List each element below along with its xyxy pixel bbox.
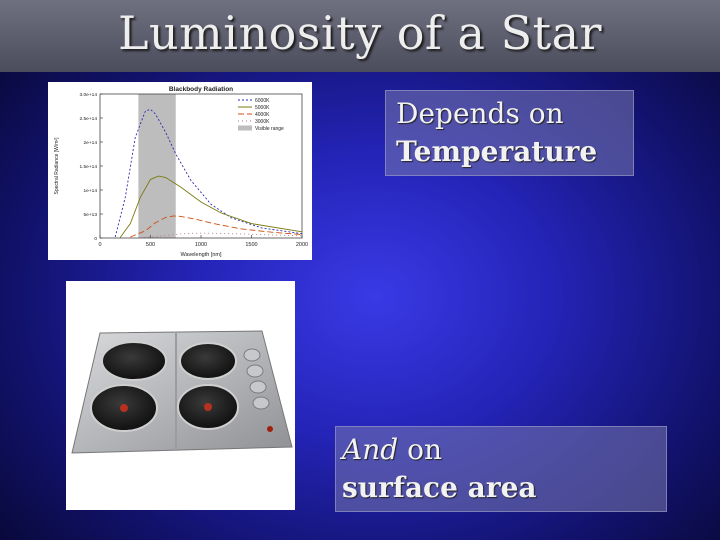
temperature-text-box: Depends on Temperature: [385, 90, 634, 176]
y-tick-label-1: 5e+13: [84, 212, 98, 218]
legend-label-visible-range: Visible range: [255, 126, 284, 132]
legend-swatch-visible-range: [238, 125, 252, 131]
knob-4: [252, 396, 270, 410]
y-tick-label-3: 1.5e+14: [80, 164, 98, 170]
temperature-text: Temperature: [396, 135, 598, 168]
indicator-light: [267, 426, 273, 432]
x-axis-label: Wavelength [nm]: [180, 252, 222, 258]
and-word: And: [342, 433, 399, 466]
knob-column: [243, 348, 270, 410]
y-tick-label-5: 2.5e+14: [80, 116, 98, 122]
x-tick-label-3: 1500: [245, 242, 257, 248]
y-tick-label-0: 0: [94, 236, 97, 242]
legend-label-3000K: 3000K: [255, 119, 270, 125]
legend-label-5000K: 5000K: [255, 105, 270, 111]
blackbody-chart: Blackbody Radiation 0 500 1000 1500 2000 0 5e+1…: [48, 82, 312, 260]
series-line-4000K: [130, 215, 303, 238]
x-tick-label-2: 1000: [195, 242, 207, 248]
depends-on-text: Depends on: [396, 97, 564, 130]
burner-back-left: [101, 341, 167, 381]
y-tick-label-6: 3.0e+14: [80, 92, 98, 98]
y-tick-label-2: 1e+14: [84, 188, 98, 194]
knob-2: [246, 364, 264, 378]
burner-front-left-dot: [120, 404, 128, 412]
series-line-3000K: [140, 232, 303, 239]
chart-title: Blackbody Radiation: [169, 86, 233, 93]
stove-image: [66, 281, 295, 510]
on-word: on: [398, 433, 442, 466]
surface-area-text: surface area: [342, 471, 537, 504]
legend-label-6000K: 6000K: [255, 98, 270, 104]
knob-1: [243, 348, 261, 362]
x-tick-label-4: 2000: [296, 242, 308, 248]
y-axis-label: Spectral Radiance [W/m²]: [54, 137, 60, 195]
burner-front-right-dot: [204, 403, 212, 411]
burner-back-right: [179, 342, 237, 380]
series-line-6000K: [114, 108, 303, 238]
x-tick-label-1: 500: [146, 242, 155, 248]
surface-area-text-box: And on surface area: [335, 426, 667, 512]
blackbody-chart-svg: Blackbody Radiation 0 500 1000 1500 2000 0 5e+1…: [54, 86, 308, 258]
visible-range-band: [138, 94, 176, 238]
knob-3: [249, 380, 267, 394]
title-bar: Luminosity of a Star: [0, 0, 720, 72]
stove-drawing: [71, 330, 293, 454]
legend-label-4000K: 4000K: [255, 112, 270, 118]
and-on-text: And on: [342, 433, 442, 466]
y-tick-label-4: 2e+14: [84, 140, 98, 146]
series-line-5000K: [119, 175, 303, 238]
slide-title: Luminosity of a Star: [117, 6, 603, 60]
x-tick-label-0: 0: [98, 242, 101, 248]
